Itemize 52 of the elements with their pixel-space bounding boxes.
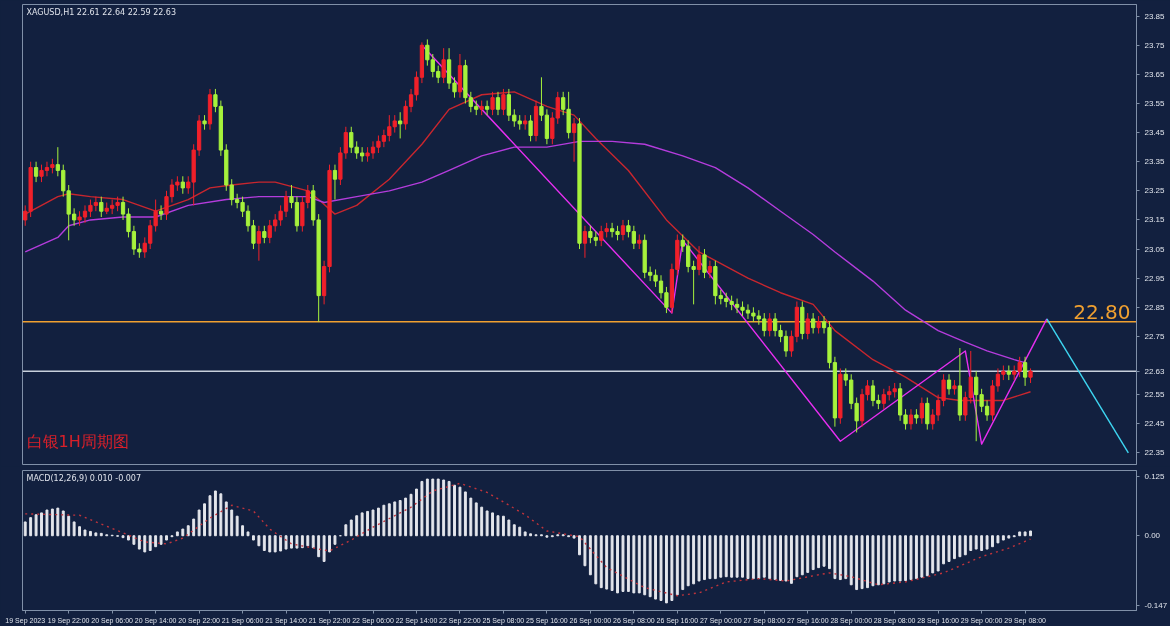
candlestick: [925, 397, 930, 431]
candlestick: [33, 161, 39, 183]
y-tick-label: -0.147: [1144, 601, 1168, 611]
y-tick-label: 23.75: [1144, 40, 1166, 50]
ref-line-label: 22.80: [1073, 299, 1131, 324]
y-tick-label: 22.75: [1144, 331, 1166, 341]
candlestick: [1022, 356, 1028, 387]
y-tick-label: 22.45: [1144, 419, 1166, 429]
chart-title: MACD(12,26,9) 0.010 -0.007: [26, 473, 142, 483]
candlestick: [571, 117, 577, 163]
y-tick-label: 23.65: [1144, 69, 1166, 79]
y-tick-label: 0.125: [1144, 471, 1166, 481]
y-tick-label: 22.95: [1144, 273, 1166, 283]
y-tick-label: 23.05: [1144, 244, 1166, 254]
candlestick: [332, 164, 338, 201]
y-tick-label: 23.45: [1144, 128, 1166, 138]
y-tick-label: 22.35: [1144, 448, 1166, 458]
candlestick: [158, 204, 164, 221]
candlestick: [946, 373, 952, 396]
candlestick: [490, 91, 495, 116]
y-tick-label: 22.63: [1144, 366, 1166, 376]
candlestick: [707, 260, 713, 279]
candlestick: [99, 196, 104, 218]
line-series: [421, 44, 1048, 445]
y-tick-label: 23.85: [1144, 11, 1166, 21]
candlestick: [582, 225, 588, 259]
candlestick: [908, 408, 914, 431]
candlestick: [441, 47, 446, 84]
candlestick: [528, 114, 533, 142]
candlestick: [23, 204, 28, 227]
candlestick: [501, 88, 506, 116]
chart-title: XAGUSD,H1 22.61 22.64 22.59 22.63: [26, 7, 177, 17]
candlestick: [702, 248, 707, 279]
y-tick-label: 23.25: [1144, 186, 1166, 196]
y-tick-label: 23.15: [1144, 215, 1166, 225]
candlestick: [398, 111, 403, 139]
candlestick: [811, 312, 816, 334]
candlestick: [919, 397, 924, 425]
candlestick: [805, 312, 810, 340]
y-tick-label: 22.55: [1144, 390, 1166, 400]
y-tick-label: 22.85: [1144, 302, 1166, 312]
candlestick: [620, 219, 626, 241]
candlestick: [767, 312, 772, 337]
candlestick: [696, 245, 702, 276]
y-tick-label: 23.55: [1144, 98, 1166, 108]
annotation: 白银1H周期图: [26, 431, 129, 451]
y-tick-label: 23.35: [1144, 157, 1166, 167]
line-series: [24, 482, 1032, 597]
y-tick-label: 0.00: [1144, 531, 1161, 541]
candlestick: [256, 225, 262, 262]
candlestick: [495, 91, 501, 116]
candlestick: [484, 100, 490, 116]
